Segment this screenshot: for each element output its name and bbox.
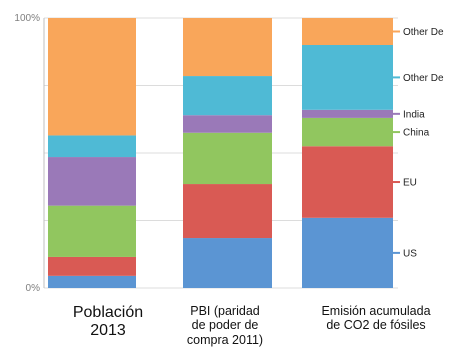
category-label-poblacion: Población 2013 xyxy=(72,304,144,340)
bar-segment-other-de-2 xyxy=(302,18,393,45)
bar-segment-eu-2 xyxy=(302,146,393,218)
bars xyxy=(48,18,393,288)
y-tick-label-0: 0% xyxy=(26,283,41,294)
bar-segment-china-0 xyxy=(48,205,136,257)
bar-segment-other-de-0 xyxy=(48,135,136,158)
bar-segment-us-2 xyxy=(302,217,393,288)
category-label-pbi: PBI (paridad de poder de compra 2011) xyxy=(186,304,264,347)
legend-label-5: Other De xyxy=(403,27,444,38)
y-tick-label-1: 100% xyxy=(14,13,40,24)
legend-label-3: India xyxy=(403,109,425,120)
category-label-emision: Emisión acumulada de CO2 de fósiles xyxy=(321,304,431,333)
legend-label-0: US xyxy=(403,248,417,259)
bar-segment-eu-0 xyxy=(48,256,136,276)
bar-segment-other-de-0 xyxy=(48,18,136,136)
legend-label-1: EU xyxy=(403,178,417,189)
bar-segment-other-de-2 xyxy=(302,45,393,110)
bar-segment-china-1 xyxy=(183,132,272,185)
bar-segment-india-2 xyxy=(302,109,393,118)
bar-segment-us-0 xyxy=(48,275,136,288)
legend-label-4: Other De xyxy=(403,73,444,84)
bar-segment-india-0 xyxy=(48,157,136,206)
bar-segment-india-1 xyxy=(183,115,272,133)
bar-segment-china-2 xyxy=(302,117,393,147)
legend-label-2: China xyxy=(403,128,430,139)
bar-segment-other-de-1 xyxy=(183,18,272,77)
bar-segment-us-1 xyxy=(183,238,272,288)
bar-segment-eu-1 xyxy=(183,184,272,239)
bar-segment-other-de-1 xyxy=(183,76,272,116)
y-axis: 0% 100% xyxy=(14,13,45,294)
legend: US EU China India Other De Other De xyxy=(393,27,444,259)
